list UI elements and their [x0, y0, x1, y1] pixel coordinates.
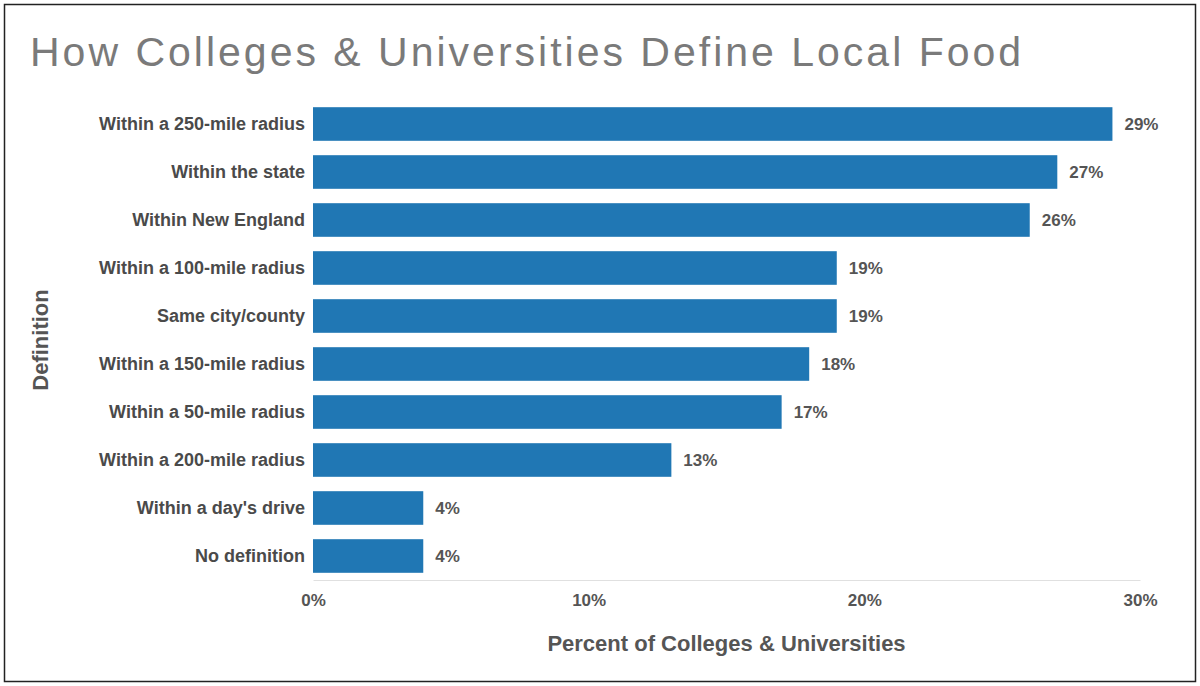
x-axis-title: Percent of Colleges & Universities	[547, 631, 905, 656]
y-tick: Within a day's drive	[137, 498, 313, 518]
data-label: 19%	[849, 259, 883, 278]
x-axis: 0% 10% 20% 30%	[301, 580, 1157, 610]
y-tick-label: Same city/county	[157, 306, 305, 326]
bar	[313, 539, 423, 573]
data-label: 29%	[1124, 115, 1158, 134]
title: How Colleges & Universities Define Local…	[30, 29, 1024, 75]
data-label: 27%	[1069, 163, 1103, 182]
y-tick-label: Within a 50-mile radius	[109, 402, 305, 422]
x-tick: 0%	[301, 580, 326, 610]
data-label: 18%	[821, 355, 855, 374]
data-label: 26%	[1042, 211, 1076, 230]
data-label: 4%	[435, 547, 460, 566]
x-axis-line	[314, 580, 1141, 581]
data-label: 13%	[683, 451, 717, 470]
bar	[313, 443, 671, 477]
y-tick-label: Within a 250-mile radius	[99, 114, 305, 134]
y-tick: Within a 100-mile radius	[99, 258, 313, 278]
x-tick-label: 10%	[572, 591, 606, 610]
bar	[313, 299, 837, 333]
y-tick: Same city/county	[157, 306, 313, 326]
y-tick-label: Within a 100-mile radius	[99, 258, 305, 278]
x-tick: 20%	[848, 580, 882, 610]
y-tick: Within a 200-mile radius	[99, 450, 313, 470]
y-tick-label: Within the state	[171, 162, 305, 182]
y-tick-label: No definition	[195, 546, 305, 566]
y-tick: Within New England	[132, 210, 313, 230]
bar	[313, 251, 837, 285]
y-axis: Within a 250-mile radius Within the state…	[99, 114, 313, 566]
x-tick: 10%	[572, 580, 606, 610]
bar	[313, 155, 1057, 189]
y-tick-label: Within a 150-mile radius	[99, 354, 305, 374]
data-labels: 29% 27% 26% 19% 19% 18% 17% 13% 4% 4%	[435, 115, 1158, 566]
y-tick: Within a 150-mile radius	[99, 354, 313, 374]
y-tick-label: Within a day's drive	[137, 498, 305, 518]
y-tick-label: Within New England	[132, 210, 305, 230]
x-tick: 30%	[1123, 580, 1157, 610]
bar	[313, 107, 1112, 141]
y-tick: No definition	[195, 546, 313, 566]
data-label: 19%	[849, 307, 883, 326]
bar	[313, 347, 809, 381]
y-tick: Within the state	[171, 162, 313, 182]
y-tick-label: Within a 200-mile radius	[99, 450, 305, 470]
y-tick: Within a 250-mile radius	[99, 114, 313, 134]
x-tick-label: 30%	[1123, 591, 1157, 610]
frame	[5, 5, 1196, 682]
x-tick-label: 0%	[301, 591, 326, 610]
bar	[313, 203, 1030, 237]
chart: How Colleges & Universities Define Local…	[0, 0, 1200, 686]
x-tick-label: 20%	[848, 591, 882, 610]
data-label: 4%	[435, 499, 460, 518]
y-tick: Within a 50-mile radius	[109, 402, 313, 422]
data-label: 17%	[794, 403, 828, 422]
bar	[313, 395, 782, 429]
bars	[313, 107, 1112, 573]
y-axis-title: Definition	[28, 289, 53, 390]
bar	[313, 491, 423, 525]
